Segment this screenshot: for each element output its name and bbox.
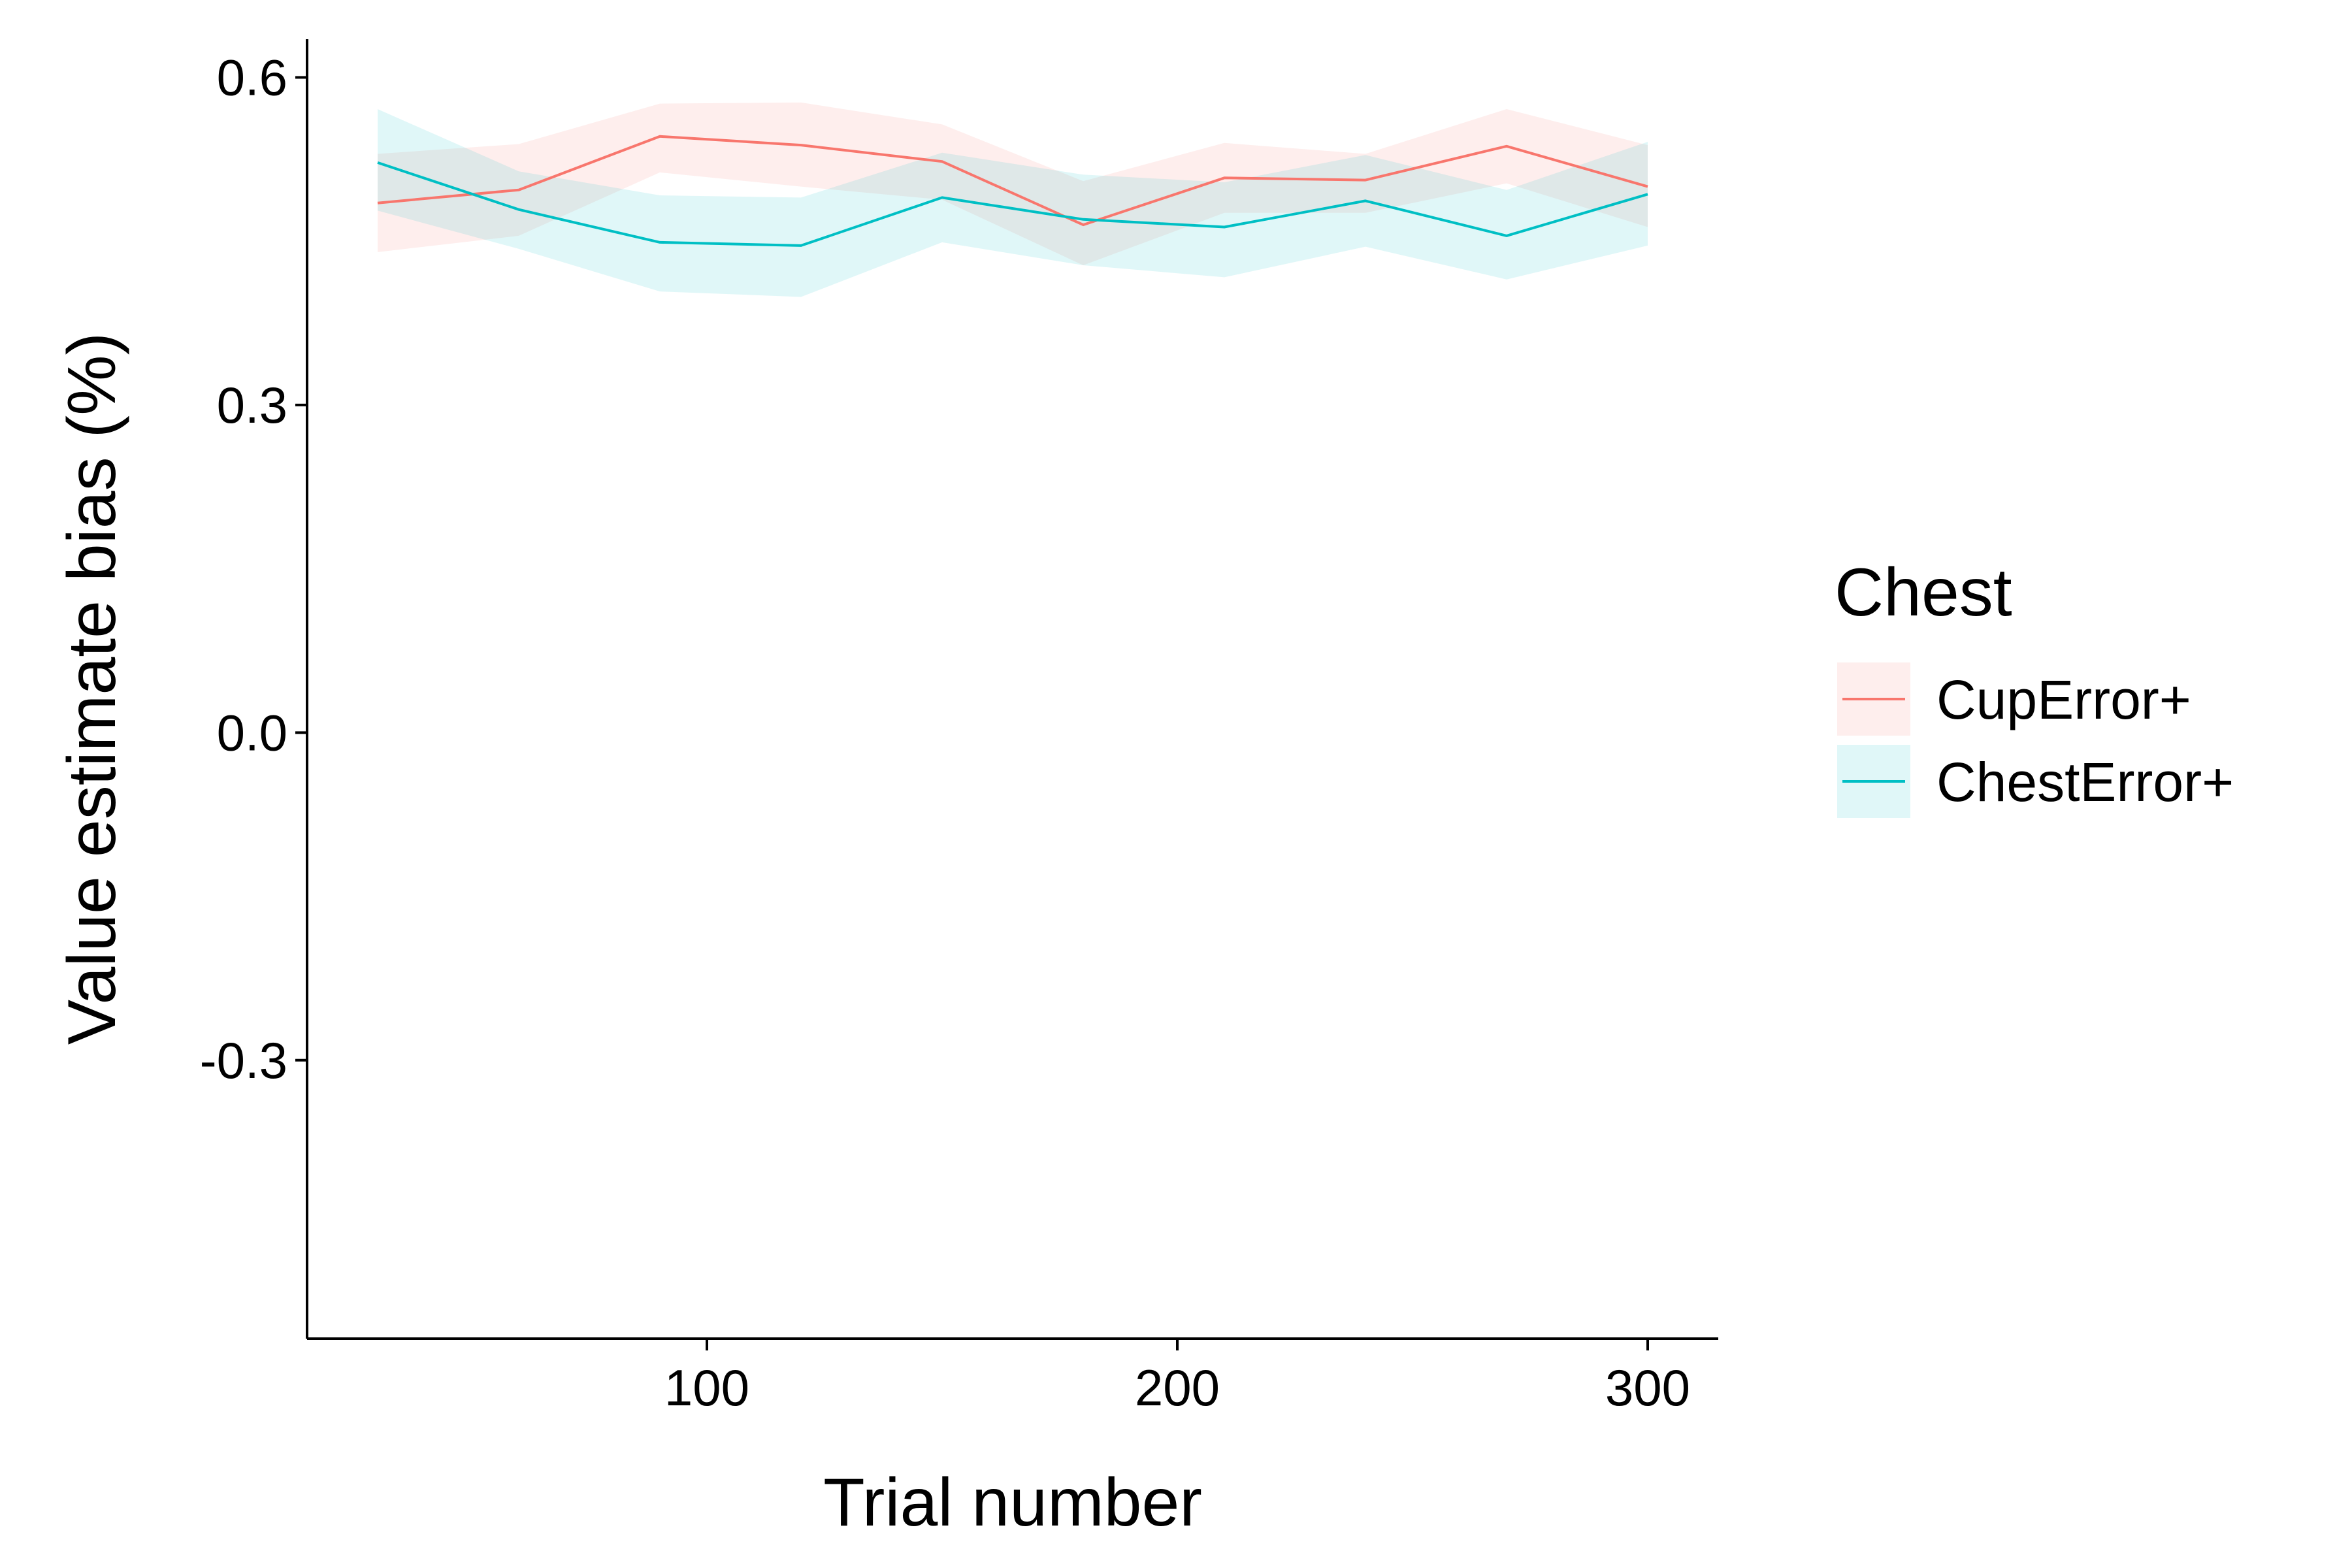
x-tick-label: 300: [1605, 1359, 1690, 1416]
x-ticks: 100 200 300: [664, 1339, 1690, 1416]
ribbon-cuperror-: [378, 102, 1648, 265]
line-chesterror-: [377, 161, 1648, 247]
series-lines: [377, 135, 1648, 247]
y-tick-label: 0.3: [217, 376, 287, 434]
ribbons: [378, 102, 1648, 297]
y-tick-label: -0.3: [200, 1032, 287, 1089]
x-axis-title: Trial number: [823, 1465, 1202, 1541]
legend-title: Chest: [1835, 555, 2012, 630]
ribbon-chesterror-: [378, 109, 1648, 297]
x-tick-label: 100: [664, 1359, 749, 1416]
legend-label-chesterror-: ChestError+: [1936, 751, 2234, 813]
legend: CupError+ ChestError+: [1837, 662, 2234, 818]
legend-label-cuperror-: CupError+: [1936, 669, 2191, 730]
y-tick-label: 0.6: [217, 49, 287, 106]
axes: [306, 39, 1718, 1340]
y-tick-label: 0.0: [217, 704, 287, 761]
x-tick-label: 200: [1135, 1359, 1220, 1416]
y-axis-title: Value estimate bias (%): [54, 333, 130, 1045]
line-cuperror-: [377, 135, 1648, 227]
y-ticks: -0.3 0.0 0.3 0.6: [200, 49, 307, 1089]
